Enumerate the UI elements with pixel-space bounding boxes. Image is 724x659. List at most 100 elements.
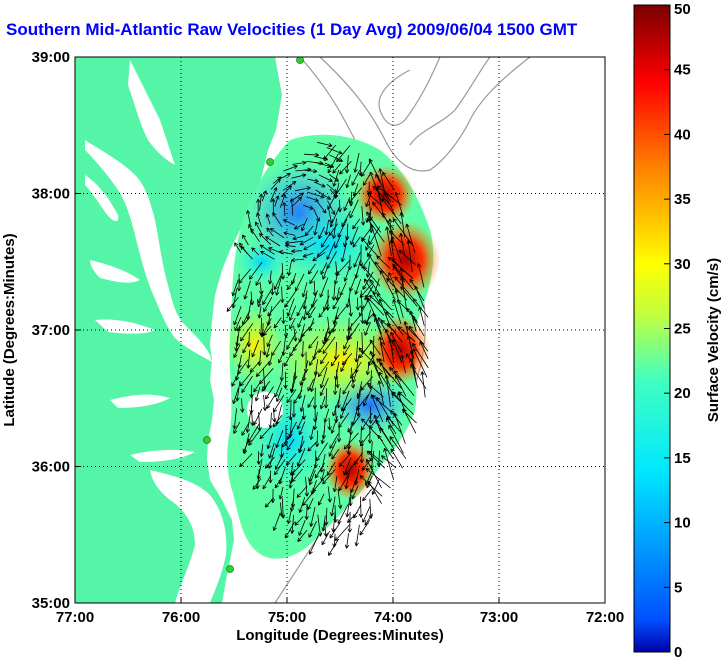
velocity-arrow xyxy=(308,521,317,538)
velocity-arrow xyxy=(283,353,292,367)
velocity-arrow xyxy=(298,520,306,536)
velocity-arrow xyxy=(320,353,328,365)
velocity-arrow xyxy=(324,219,329,236)
velocity-arrow xyxy=(368,158,381,183)
velocity-arrow xyxy=(342,379,352,395)
velocity-arrow xyxy=(266,227,274,237)
velocity-arrow xyxy=(344,155,350,174)
velocity-arrow xyxy=(364,235,371,251)
velocity-arrow xyxy=(308,336,319,349)
velocity-arrow xyxy=(351,169,361,186)
velocity-arrow xyxy=(235,381,241,402)
velocity-arrow xyxy=(290,376,296,393)
velocity-arrow xyxy=(257,306,262,319)
velocity-arrow xyxy=(321,530,331,546)
velocity-arrow xyxy=(250,228,260,243)
velocity-arrow xyxy=(365,468,391,489)
velocity-arrow xyxy=(226,296,239,312)
velocity-arrow xyxy=(252,478,262,490)
velocity-arrow xyxy=(376,255,391,269)
velocity-arrow xyxy=(292,235,306,241)
velocity-arrow xyxy=(344,470,350,490)
x-tick-label: 76:00 xyxy=(162,609,200,626)
velocity-arrow xyxy=(358,347,383,373)
velocity-arrow xyxy=(363,388,373,407)
velocity-arrow xyxy=(242,234,249,246)
velocity-arrow xyxy=(414,285,425,309)
velocity-arrow xyxy=(345,174,351,189)
x-axis-label: Longitude (Degrees:Minutes) xyxy=(236,627,444,644)
velocity-arrow xyxy=(304,503,309,520)
velocity-arrow xyxy=(324,162,335,168)
velocity-arrow xyxy=(418,306,425,326)
velocity-arrow xyxy=(366,217,385,243)
velocity-arrow xyxy=(365,261,371,278)
velocity-arrow xyxy=(364,322,371,336)
velocity-arrow xyxy=(272,512,281,531)
velocity-arrows xyxy=(226,141,429,556)
velocity-arrow xyxy=(253,381,262,393)
velocity-arrow xyxy=(355,297,360,311)
velocity-arrow xyxy=(240,398,245,413)
velocity-arrow xyxy=(318,304,330,318)
velocity-arrow xyxy=(280,286,285,303)
velocity-arrow xyxy=(394,276,416,302)
velocity-arrow xyxy=(309,506,316,527)
velocity-arrow xyxy=(256,198,261,215)
velocity-arrow xyxy=(284,521,296,539)
velocity-arrow xyxy=(261,190,267,202)
velocity-arrow xyxy=(331,218,338,239)
grid-lines xyxy=(75,57,605,603)
velocity-arrow xyxy=(366,297,381,328)
velocity-arrow xyxy=(307,498,314,510)
velocity-arrow xyxy=(332,169,340,187)
velocity-arrow xyxy=(339,402,348,419)
velocity-arrow xyxy=(345,497,351,518)
velocity-arrow xyxy=(413,317,425,337)
velocity-arrow xyxy=(240,245,253,260)
velocity-arrow xyxy=(275,429,284,449)
velocity-arrow xyxy=(367,480,382,504)
velocity-arrow xyxy=(286,389,297,404)
velocity-arrow xyxy=(264,456,275,469)
velocity-arrow xyxy=(378,168,385,191)
velocity-arrow xyxy=(291,173,307,179)
velocity-arrow xyxy=(356,396,361,417)
velocity-arrow xyxy=(335,259,351,276)
velocity-arrow xyxy=(366,382,384,398)
velocity-arrow xyxy=(314,156,328,161)
velocity-arrow xyxy=(412,342,429,369)
velocity-arrow xyxy=(303,204,314,210)
velocity-arrow xyxy=(343,332,352,350)
colorbar-tick-label: 10 xyxy=(674,515,691,532)
velocity-arrow xyxy=(336,421,342,443)
velocity-arrow xyxy=(251,247,260,256)
velocity-arrow xyxy=(350,367,356,389)
velocity-arrow xyxy=(360,306,365,324)
velocity-arrow xyxy=(399,233,405,254)
velocity-arrow xyxy=(231,372,240,387)
velocity-arrow xyxy=(364,313,374,324)
velocity-arrow xyxy=(232,387,239,405)
pamlico-sound xyxy=(150,470,227,603)
velocity-arrow xyxy=(331,511,336,533)
velocity-arrow xyxy=(294,516,304,526)
colorbar-tick-label: 40 xyxy=(674,126,691,143)
velocity-arrow xyxy=(400,354,406,373)
velocity-arrow xyxy=(233,306,242,326)
velocity-arrow xyxy=(288,305,297,321)
velocity-arrow xyxy=(316,201,327,214)
velocity-arrow xyxy=(268,442,275,459)
velocity-arrow xyxy=(248,430,260,446)
velocity-arrow xyxy=(330,354,340,367)
velocity-arrow xyxy=(332,295,341,310)
velocity-arrow xyxy=(274,477,282,489)
velocity-arrow xyxy=(379,427,395,450)
velocity-arrow xyxy=(298,440,305,453)
velocity-arrow xyxy=(374,261,392,281)
velocity-arrow xyxy=(280,185,292,197)
velocity-arrow xyxy=(380,270,396,301)
velocity-arrow xyxy=(334,235,341,249)
velocity-arrow xyxy=(375,419,392,445)
velocity-arrow xyxy=(329,522,341,539)
